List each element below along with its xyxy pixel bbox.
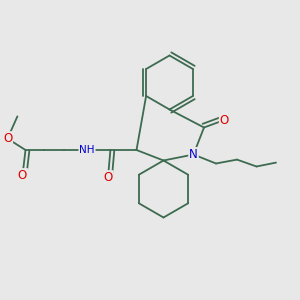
Text: O: O <box>103 171 112 184</box>
Text: O: O <box>220 113 229 127</box>
Text: N: N <box>189 148 198 161</box>
Text: NH: NH <box>79 145 95 155</box>
Text: O: O <box>3 132 12 145</box>
Text: O: O <box>18 169 27 182</box>
